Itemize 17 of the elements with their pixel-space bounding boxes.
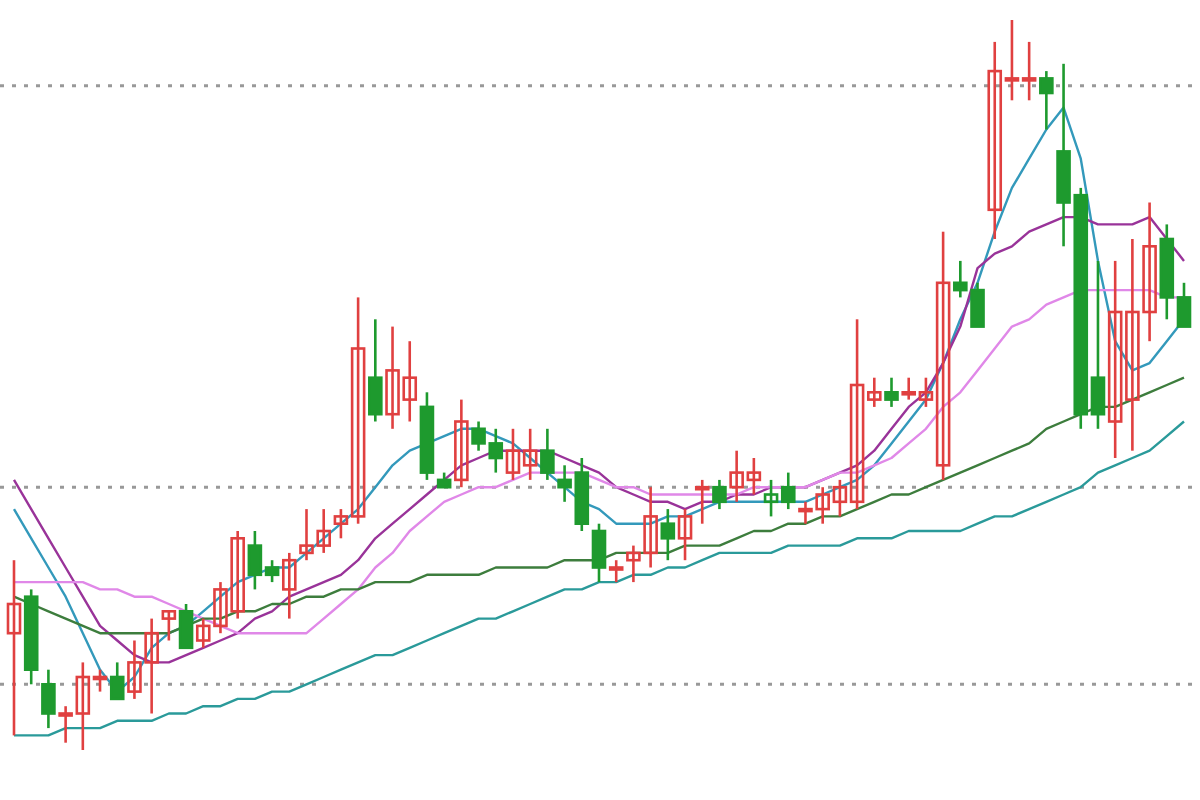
candlestick	[677, 507, 693, 562]
candlestick	[694, 478, 710, 525]
candlestick	[591, 522, 607, 584]
candlestick	[712, 478, 727, 511]
candlestick	[368, 318, 383, 423]
candlestick	[608, 558, 624, 584]
candlestick	[6, 558, 22, 737]
candlestick	[281, 551, 297, 620]
candlestick	[109, 661, 125, 701]
candlestick	[540, 427, 555, 482]
candlestick	[1039, 69, 1054, 131]
candlestick	[660, 507, 676, 562]
candlestick	[178, 602, 194, 650]
candlestick	[41, 668, 56, 730]
candlestick	[454, 398, 469, 489]
candlestick	[161, 610, 177, 642]
candlestick	[884, 376, 899, 409]
